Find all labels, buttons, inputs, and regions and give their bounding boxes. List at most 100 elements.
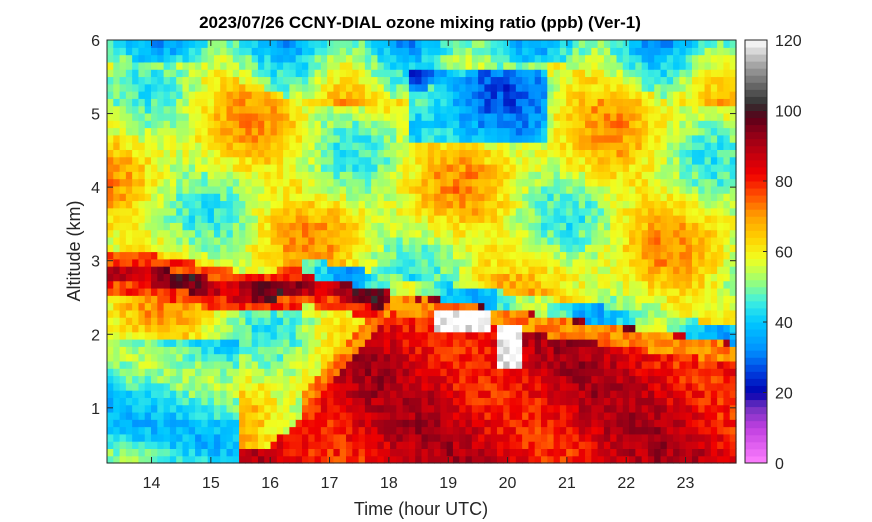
heatmap-cell [635,375,643,384]
heatmap-cell [346,236,353,245]
heatmap-cell [188,40,196,48]
heatmap-cell [415,397,423,406]
heatmap-cell [251,134,259,143]
heatmap-cell [251,222,259,231]
heatmap-cell [629,295,636,304]
heatmap-cell [616,251,624,260]
heatmap-cell [496,448,504,457]
heatmap-cell [226,448,234,457]
heatmap-cell [195,390,202,398]
heatmap-cell [232,433,240,442]
heatmap-cell [408,156,416,165]
heatmap-cell [132,251,140,260]
heatmap-cell [270,455,278,464]
heatmap-cell [421,368,429,377]
heatmap-cell [496,156,504,165]
heatmap-cell [364,236,372,245]
heatmap-cell [578,200,586,209]
heatmap-cell [295,382,303,391]
heatmap-cell [484,105,492,114]
heatmap-cell [251,302,259,311]
heatmap-cell [452,105,460,114]
heatmap-cell [295,280,303,289]
heatmap-cell [421,207,429,216]
heatmap-cell [641,295,649,304]
heatmap-cell [446,273,454,282]
heatmap-cell [245,200,253,209]
heatmap-cell [415,40,423,48]
heatmap-cell [566,390,574,398]
heatmap-cell [346,54,353,63]
heatmap-cell [182,91,190,99]
heatmap-cell [333,61,341,70]
heatmap-cell [559,258,567,267]
heatmap-cell [283,185,291,194]
heatmap-cell [301,287,309,296]
heatmap-cell [113,236,121,245]
heatmap-cell [226,419,234,428]
heatmap-cell [289,236,297,245]
heatmap-cell [201,222,209,231]
heatmap-cell [559,54,567,63]
heatmap-cell [446,98,454,107]
heatmap-cell [276,426,284,435]
heatmap-cell [553,163,561,172]
heatmap-cell [132,105,140,114]
heatmap-cell [465,266,473,274]
heatmap-cell [641,76,649,85]
heatmap-cell [635,112,643,121]
heatmap-cell [125,171,133,180]
heatmap-cell [484,331,492,340]
heatmap-cell [465,222,473,231]
heatmap-cell [270,404,278,413]
heatmap-cell [402,368,410,377]
heatmap-cell [113,200,121,209]
heatmap-cell [270,331,278,340]
heatmap-cell [622,360,630,369]
heatmap-cell [207,149,215,158]
heatmap-cell [371,331,379,340]
heatmap-cell [314,266,322,274]
heatmap-cell [245,397,253,406]
heatmap-cell [622,258,630,267]
heatmap-cell [585,47,592,56]
heatmap-cell [471,215,479,223]
heatmap-cell [622,178,630,187]
heatmap-cell [484,185,492,194]
heatmap-cell [503,142,511,150]
heatmap-cell [402,193,410,202]
heatmap-cell [245,83,253,92]
heatmap-cell [591,178,599,187]
heatmap-cell [396,229,404,238]
heatmap-cell [358,83,366,92]
heatmap-cell [220,309,228,318]
heatmap-cell [522,207,530,216]
heatmap-cell [157,426,165,435]
heatmap-cell [201,390,209,398]
heatmap-cell [572,69,580,78]
heatmap-cell [113,112,121,121]
heatmap-cell [622,120,630,129]
heatmap-cell [396,112,404,121]
heatmap-cell [566,397,574,406]
heatmap-cell [635,411,643,420]
heatmap-cell [515,258,523,267]
heatmap-cell [471,40,479,48]
heatmap-cell [113,120,121,129]
heatmap-cell [169,134,177,143]
heatmap-cell [232,207,240,216]
heatmap-cell [522,419,530,428]
heatmap-cell [276,193,284,202]
heatmap-cell [169,185,177,194]
heatmap-cell [408,258,416,267]
heatmap-cell [364,171,372,180]
heatmap-cell [144,287,152,296]
heatmap-cell [352,112,360,121]
heatmap-cell [251,69,259,78]
heatmap-cell [396,353,404,362]
heatmap-cell [213,360,221,369]
heatmap-cell [346,346,353,355]
heatmap-cell [195,149,202,158]
heatmap-cell [629,142,636,150]
heatmap-cell [333,215,341,223]
